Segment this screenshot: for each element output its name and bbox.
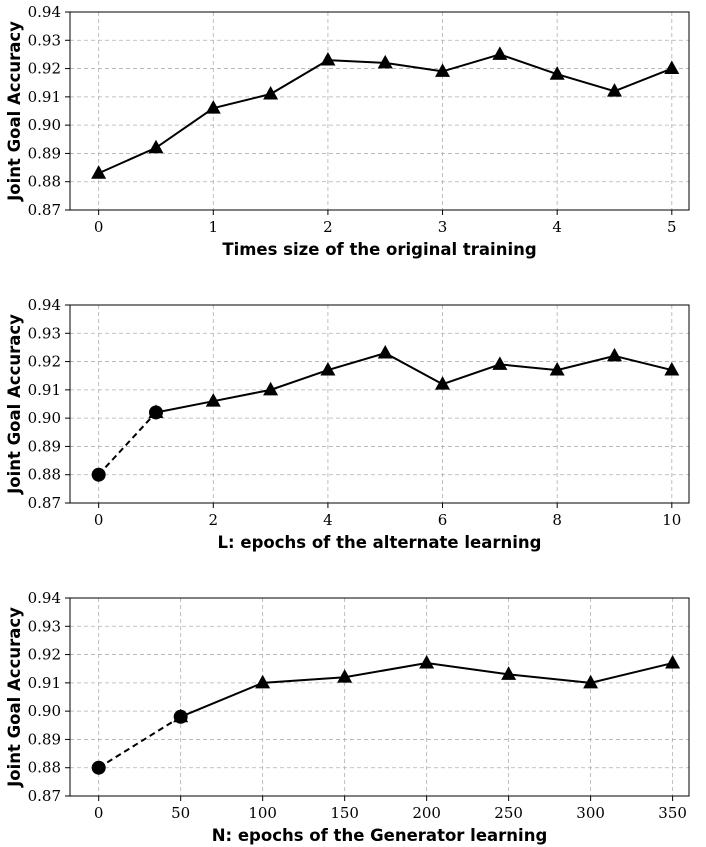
data-point-triangle (419, 654, 435, 669)
y-tick-label: 0.91 (28, 674, 61, 692)
x-tick-label: 300 (576, 804, 605, 822)
y-tick-label: 0.88 (28, 173, 61, 191)
data-point-triangle (148, 139, 164, 154)
x-tick-label: 1 (209, 218, 219, 236)
y-tick-label: 0.91 (28, 88, 61, 106)
data-point-triangle (492, 356, 508, 370)
chart-panel-2: 0.87 0.88 0.89 0.90 0.91 0.92 0.93 0.94 0 2 4 6 8 10 L… (5, 296, 690, 552)
data-point-triangle (263, 85, 279, 100)
y-tick-label: 0.88 (28, 466, 61, 484)
y-tick-label: 0.94 (28, 589, 61, 607)
series-line-alternate-learning (155, 352, 673, 414)
x-tick-label: 3 (438, 218, 448, 236)
chart-panel-1: 0.87 0.88 0.89 0.90 0.91 0.92 0.93 0.94 0 1 2 3 4 5 Ti… (5, 3, 690, 259)
data-point-triangle (148, 404, 164, 418)
chart-panel-3: 0.87 0.88 0.89 0.90 0.91 0.92 0.93 0.94 0 50 100 15… (5, 589, 690, 845)
series-line-augmented (98, 53, 673, 175)
data-point-triangle (377, 54, 393, 69)
x-tick-label: 0 (94, 511, 104, 529)
x-tick-label: 0 (94, 804, 104, 822)
x-axis-label: N: epochs of the Generator learning (212, 826, 548, 845)
data-point-triangle (583, 674, 599, 689)
series-line-baseline-link (98, 715, 182, 769)
plot-frame (69, 304, 690, 504)
y-tick-label: 0.92 (28, 60, 61, 78)
y-tick-label: 0.89 (28, 437, 61, 455)
data-point-triangle (320, 52, 336, 66)
y-tick-label: 0.93 (28, 324, 61, 342)
x-tick-label: 0 (94, 218, 104, 236)
data-point-triangle (549, 66, 565, 80)
data-point-triangle (320, 361, 336, 376)
x-tick-label: 350 (658, 804, 687, 822)
data-point-triangle (91, 165, 107, 179)
y-tick-label: 0.87 (28, 494, 61, 512)
x-axis-label: L: epochs of the alternate learning (218, 533, 542, 552)
y-tick-label: 0.94 (28, 3, 61, 21)
x-tick-label: 2 (209, 511, 219, 529)
x-tick-label: 8 (552, 511, 562, 529)
x-tick-label: 200 (412, 804, 441, 822)
y-tick-label: 0.91 (28, 381, 61, 399)
x-tick-label: 250 (494, 804, 523, 822)
plot-frame (69, 11, 690, 211)
data-point-triangle (435, 376, 451, 390)
data-point-triangle (435, 63, 451, 77)
data-point-triangle (606, 83, 622, 97)
x-tick-label: 150 (330, 804, 359, 822)
data-point-triangle (205, 393, 221, 407)
y-axis-label: Joint Goal Accuracy (5, 314, 24, 495)
data-point-triangle (606, 347, 622, 362)
x-tick-label: 2 (323, 218, 333, 236)
x-axis-label: Times size of the original training (222, 240, 536, 259)
data-point-triangle (492, 46, 508, 60)
data-point-triangle (665, 654, 681, 669)
data-point-circle (91, 467, 106, 482)
x-tick-label: 4 (323, 511, 333, 529)
y-tick-label: 0.92 (28, 646, 61, 664)
data-point-triangle (664, 361, 680, 376)
y-tick-label: 0.94 (28, 296, 61, 314)
y-tick-label: 0.89 (28, 144, 61, 162)
y-tick-label: 0.90 (28, 702, 61, 720)
y-tick-label: 0.89 (28, 730, 61, 748)
y-tick-label: 0.92 (28, 353, 61, 371)
x-tick-label: 50 (171, 804, 190, 822)
data-point-triangle (501, 666, 517, 680)
y-tick-label: 0.93 (28, 617, 61, 635)
y-tick-label: 0.90 (28, 409, 61, 427)
y-tick-label: 0.87 (28, 201, 61, 219)
plot-frame (69, 597, 690, 797)
x-tick-label: 10 (662, 511, 681, 529)
y-tick-label: 0.90 (28, 116, 61, 134)
x-tick-label: 100 (248, 804, 277, 822)
y-tick-label: 0.93 (28, 31, 61, 49)
data-point-triangle (173, 708, 189, 723)
data-point-triangle (549, 361, 565, 376)
x-tick-label: 5 (667, 218, 677, 236)
x-tick-label: 4 (552, 218, 562, 236)
series-line-baseline-link (97, 411, 157, 476)
x-tick-label: 6 (438, 511, 448, 529)
y-axis-label: Joint Goal Accuracy (5, 21, 24, 202)
data-point-triangle (337, 669, 353, 683)
data-point-triangle (263, 381, 279, 396)
data-point-triangle (664, 60, 680, 75)
data-point-triangle (377, 345, 393, 359)
data-point-triangle (205, 100, 221, 114)
y-axis-label: Joint Goal Accuracy (5, 607, 24, 788)
data-point-circle (91, 760, 106, 775)
data-point-triangle (255, 674, 271, 689)
y-tick-label: 0.87 (28, 787, 61, 805)
y-tick-label: 0.88 (28, 759, 61, 777)
